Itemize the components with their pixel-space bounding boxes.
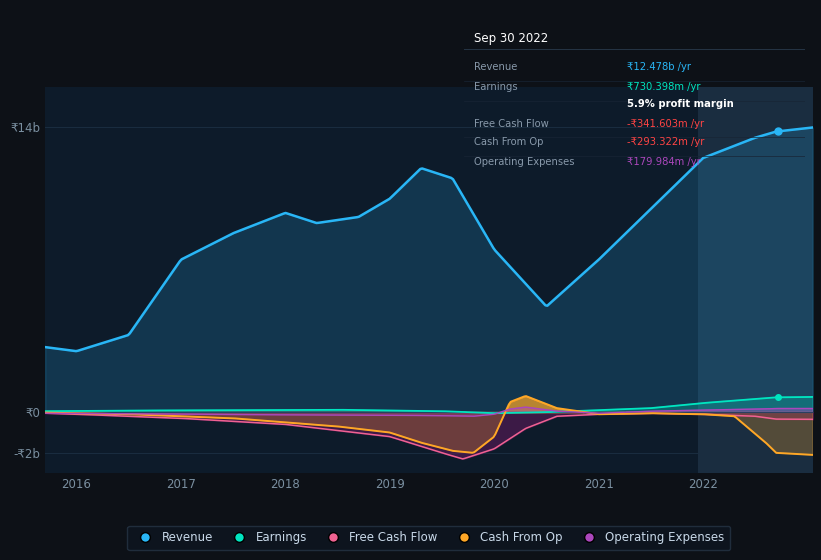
Legend: Revenue, Earnings, Free Cash Flow, Cash From Op, Operating Expenses: Revenue, Earnings, Free Cash Flow, Cash … [127, 526, 731, 550]
Text: ₹179.984m /yr: ₹179.984m /yr [627, 157, 701, 167]
Text: ₹730.398m /yr: ₹730.398m /yr [627, 82, 701, 92]
Text: Earnings: Earnings [474, 82, 518, 92]
Text: 5.9% profit margin: 5.9% profit margin [627, 99, 734, 109]
Text: -₹341.603m /yr: -₹341.603m /yr [627, 119, 704, 129]
Bar [698, 87, 813, 473]
Text: Free Cash Flow: Free Cash Flow [474, 119, 548, 129]
Text: Cash From Op: Cash From Op [474, 137, 544, 147]
Text: Revenue: Revenue [474, 62, 517, 72]
Text: ₹12.478b /yr: ₹12.478b /yr [627, 62, 691, 72]
Text: Operating Expenses: Operating Expenses [474, 157, 575, 167]
Text: -₹293.322m /yr: -₹293.322m /yr [627, 137, 704, 147]
Text: Sep 30 2022: Sep 30 2022 [474, 32, 548, 45]
